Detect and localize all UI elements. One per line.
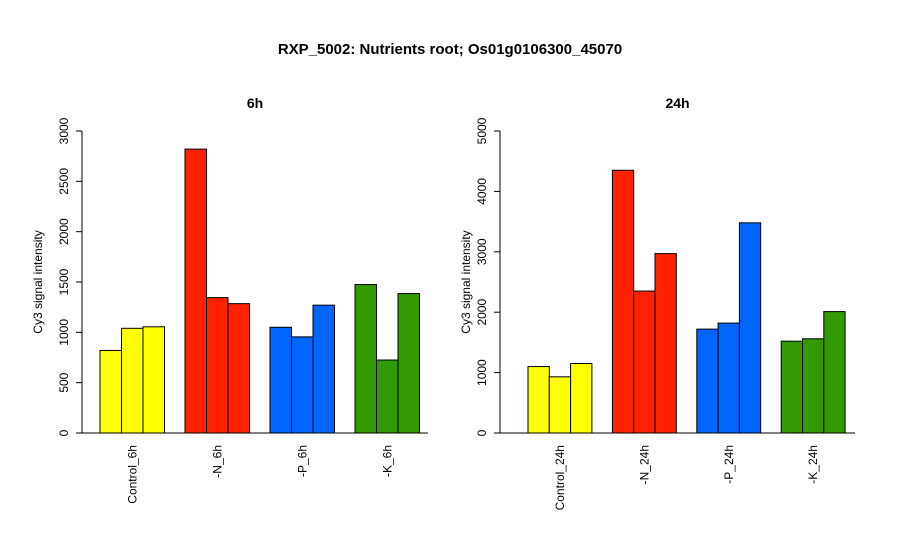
y-tick-label: 0 xyxy=(475,429,489,436)
x-group-label: -K_24h xyxy=(806,445,820,484)
y-tick-label: 3000 xyxy=(475,238,489,265)
bar xyxy=(802,338,825,434)
bar xyxy=(142,326,165,434)
x-group-label: -P_24h xyxy=(722,445,736,484)
bar xyxy=(397,293,420,434)
bar xyxy=(206,297,229,434)
y-axis-title: Cy3 signal intensity xyxy=(459,230,473,333)
x-group-label: -K_6h xyxy=(380,445,394,477)
y-axis-title: Cy3 signal intensity xyxy=(31,230,45,333)
bar xyxy=(696,328,719,434)
bar xyxy=(269,326,292,434)
y-tick-label: 1000 xyxy=(57,319,71,346)
y-tick-label: 3000 xyxy=(57,117,71,144)
y-tick-label: 0 xyxy=(57,429,71,436)
bar xyxy=(823,311,846,434)
bar xyxy=(184,148,207,434)
x-group-label: -N_6h xyxy=(210,445,224,478)
bar xyxy=(121,327,144,434)
bar xyxy=(780,340,804,434)
panel-title: 24h xyxy=(665,95,689,111)
x-group-label: -N_24h xyxy=(637,445,651,484)
bar xyxy=(354,284,377,434)
bar xyxy=(570,363,593,434)
bar xyxy=(611,169,635,434)
y-tick-label: 2000 xyxy=(475,299,489,326)
chart-panel-24h: 24h 0 1000 2000 3000 4000 5000 Cy3 signal inten… xyxy=(459,95,855,510)
x-group-label: -P_6h xyxy=(295,445,309,477)
bar xyxy=(291,336,314,434)
y-tick-label: 2500 xyxy=(57,168,71,195)
bar xyxy=(633,290,656,434)
bar xyxy=(527,366,550,434)
bar xyxy=(654,253,677,434)
chart-panel-6h: 6h 0 500 1000 1500 2000 2500 3000 Cy3 signal int… xyxy=(31,95,428,504)
x-group-label: Control_24h xyxy=(553,445,567,510)
y-tick-label: 500 xyxy=(57,372,71,392)
y-tick-label: 2000 xyxy=(57,218,71,245)
y-tick-label: 4000 xyxy=(475,178,489,205)
figure-title: RXP_5002: Nutrients root; Os01g0106300_4… xyxy=(278,41,622,58)
y-tick-label: 5000 xyxy=(475,117,489,144)
bar xyxy=(738,222,762,434)
bar xyxy=(717,322,740,434)
bar xyxy=(548,376,572,434)
x-group-label: Control_6h xyxy=(125,445,139,504)
bar xyxy=(376,359,399,434)
y-tick-label: 1000 xyxy=(475,359,489,386)
bar xyxy=(312,304,335,434)
y-tick-label: 1500 xyxy=(57,268,71,295)
bar xyxy=(227,303,250,434)
panel-title: 6h xyxy=(247,95,263,111)
bar xyxy=(99,349,122,434)
